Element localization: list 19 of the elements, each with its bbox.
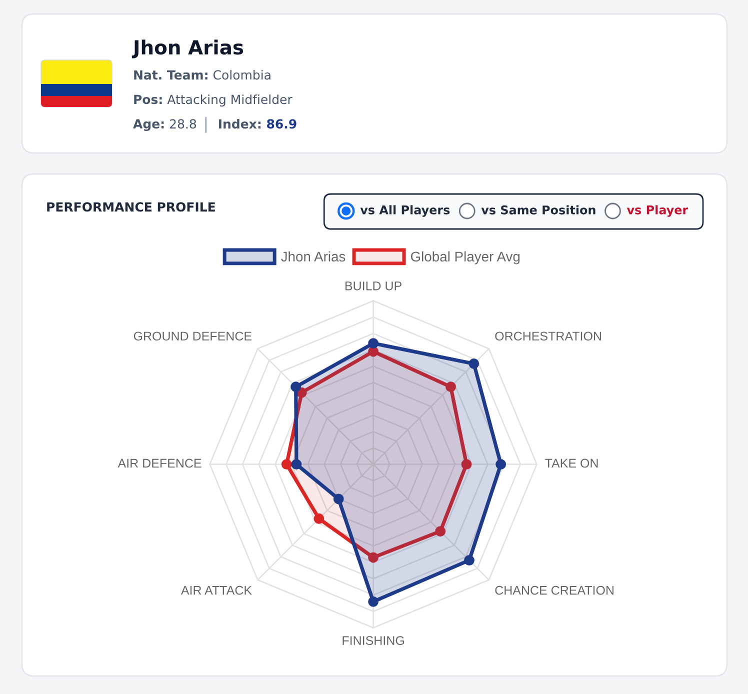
spoke-label: ORCHESTRATION xyxy=(495,332,601,341)
spoke-label: TAKE ON xyxy=(545,458,598,468)
text: Age: 28.8 xyxy=(133,119,196,132)
text: vs All Players xyxy=(360,205,450,217)
spoke-label: FINISHING xyxy=(342,636,404,645)
legend-label: Jhon Arias xyxy=(281,251,346,262)
spoke-label: AIR DEFENCE xyxy=(118,458,202,468)
legend-label: Global Player Avg xyxy=(410,251,520,264)
text: vs Same Position xyxy=(481,205,596,214)
chart-title: PERFORMANCE PROFILE xyxy=(47,202,215,212)
text: Jhon Arias xyxy=(132,40,244,58)
spoke-label: AIR ATTACK xyxy=(180,586,252,595)
spoke-label: BUILD UP xyxy=(346,282,402,290)
text: Pos: Attacking Midfielder xyxy=(134,94,292,107)
text: vs Player xyxy=(626,205,688,217)
spoke-label: CHANCE CREATION xyxy=(495,586,614,595)
spoke-label: GROUND DEFENCE xyxy=(134,332,252,341)
text: Nat. Team: Colombia xyxy=(134,70,270,80)
text: Index: 86.9 xyxy=(219,118,296,129)
